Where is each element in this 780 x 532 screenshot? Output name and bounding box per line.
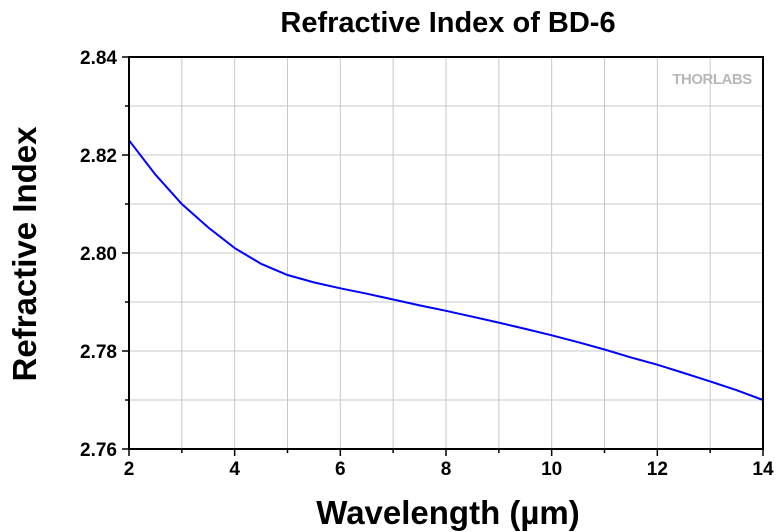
x-tick-label: 12 <box>647 459 668 480</box>
x-axis-title: Wavelength (µm) <box>316 494 579 531</box>
y-axis-title: Refractive Index <box>6 126 43 382</box>
y-tick-label: 2.82 <box>80 146 117 167</box>
chart-title: Refractive Index of BD-6 <box>280 7 615 39</box>
watermark-logo: THORLABS <box>672 71 752 88</box>
x-tick-label: 10 <box>541 459 562 480</box>
x-tick-label: 8 <box>441 459 452 480</box>
gridlines <box>129 57 763 449</box>
series-line <box>128 139 764 401</box>
y-tick-label: 2.76 <box>80 440 117 461</box>
axis-ticks: 2 4 6 8 10 12 14 2.76 2.78 2.80 2.82 2.84 <box>80 48 774 480</box>
x-tick-label: 4 <box>229 459 240 480</box>
y-tick-label: 2.78 <box>80 342 117 363</box>
y-tick-label: 2.80 <box>80 244 117 265</box>
x-tick-label: 6 <box>335 459 346 480</box>
y-tick-label: 2.84 <box>80 48 117 69</box>
x-tick-label: 2 <box>124 459 135 480</box>
x-tick-label: 14 <box>752 459 774 480</box>
